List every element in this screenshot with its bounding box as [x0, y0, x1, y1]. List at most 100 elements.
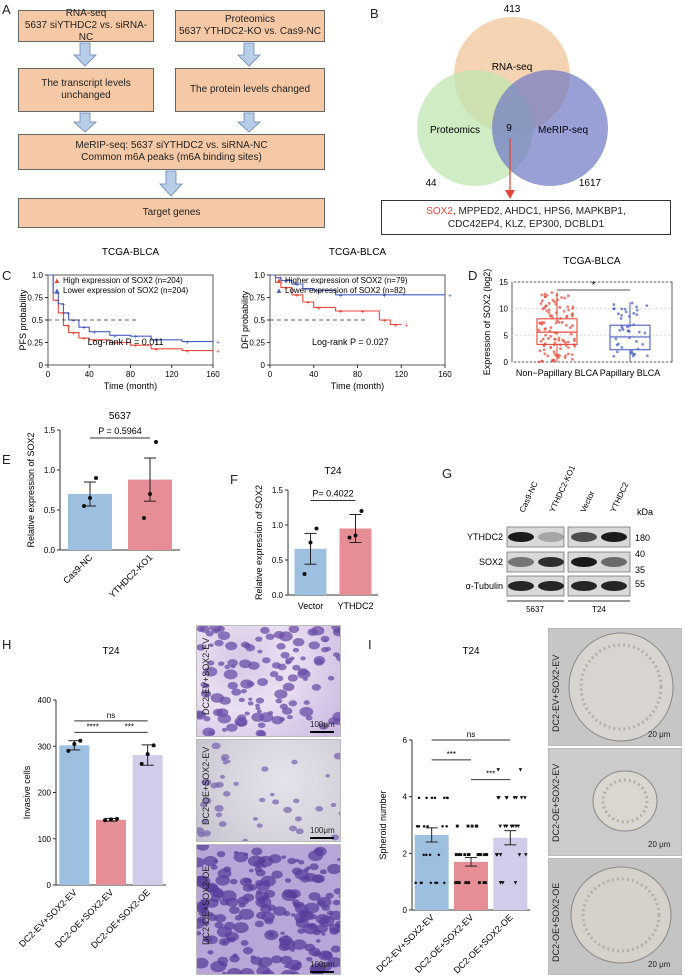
protein-band: [571, 581, 597, 591]
cell: [323, 639, 328, 643]
cell: [214, 914, 227, 923]
cell: [325, 892, 334, 899]
data-point: ■: [482, 881, 486, 887]
y-axis-label: Expression of SOX2 (log2): [482, 269, 492, 376]
y-tick-label: 1.5: [44, 426, 56, 435]
cell: [308, 850, 324, 862]
data-point: [559, 316, 562, 320]
y-tick-label: 0.5: [32, 316, 44, 325]
cell: [304, 943, 316, 952]
cell: [242, 947, 254, 955]
censor-mark: +: [278, 276, 282, 283]
x-tick-label: YTHDC2-KO1: [107, 552, 154, 599]
data-point: [555, 293, 559, 297]
scale-line: [310, 731, 334, 733]
censor-mark: +: [82, 336, 86, 343]
data-point: [559, 343, 562, 347]
data-point: ■: [467, 881, 471, 887]
cell: [287, 674, 298, 682]
cell: [292, 647, 300, 653]
data-point: [625, 325, 629, 329]
cell: [292, 637, 305, 647]
cell: [217, 713, 232, 724]
data-point: [553, 300, 556, 304]
protein-band: [538, 532, 564, 542]
cell: [260, 626, 270, 634]
cell: [219, 774, 226, 779]
data-point: ▼: [504, 796, 510, 802]
cell: [203, 781, 210, 786]
data-point: [624, 310, 628, 314]
merip-line1: MeRIP-seq: 5637 siYTHDC2 vs. siRNA-NC: [75, 140, 268, 151]
cell: [285, 657, 293, 664]
data-point: [544, 333, 548, 337]
chart-title: T24: [102, 646, 120, 657]
cell: [261, 911, 275, 922]
data-point: ●: [425, 796, 429, 802]
target-line: Target genes: [142, 207, 201, 218]
cell: [233, 922, 249, 934]
data-point: [615, 350, 619, 354]
cell: [245, 644, 256, 652]
data-point: [558, 354, 562, 358]
km-plot-dfi: TCGA-BLCA 0 0.25 0.5 0.75 1.0 0 40 80 120 160 Time …: [240, 247, 452, 391]
cell: [269, 671, 279, 678]
x-tick-label: 0: [268, 370, 273, 379]
cell: [215, 812, 223, 818]
data-point: [553, 341, 557, 345]
logrank-stat: Log-rank P = 0.011: [88, 337, 164, 347]
data-point: [540, 320, 544, 324]
y-tick-label: 2: [403, 849, 408, 858]
cell: [255, 869, 266, 877]
data-point: [620, 345, 624, 349]
p-value: P= 0.4022: [312, 489, 353, 499]
data-point: [543, 352, 547, 356]
cell: [247, 884, 257, 891]
cell: [321, 647, 329, 653]
cell: [303, 700, 310, 705]
protein-band: [508, 532, 534, 542]
cell: [273, 630, 285, 639]
x-tick-label: 40: [85, 370, 94, 379]
data-point: ■: [483, 881, 487, 887]
scale-bar-h2: 100μm: [310, 826, 335, 835]
chart-title: T24: [324, 466, 342, 477]
data-point: ■: [474, 824, 478, 830]
cell: [305, 715, 313, 721]
cell: [255, 896, 272, 908]
sig-label: ns: [107, 711, 115, 720]
cell: [200, 689, 212, 698]
y-tick-label: 400: [38, 696, 52, 705]
cell: [255, 636, 263, 642]
data-point: [554, 321, 558, 325]
cell: [259, 797, 266, 803]
cell: [321, 951, 333, 960]
legend-low: Lower expression of SOX2 (n=82): [285, 286, 406, 295]
cell: [280, 931, 285, 935]
y-tick-label: 0.25: [27, 339, 43, 348]
cell: [288, 626, 300, 633]
cell: [198, 908, 210, 917]
data-point: ■: [454, 881, 458, 887]
x-axis-label: Time (month): [331, 381, 384, 391]
y-axis-label: Invasive cells: [22, 765, 32, 819]
y-tick-label: 0: [403, 906, 408, 915]
data-point: [148, 492, 152, 496]
cell: [306, 956, 313, 962]
mw-label: 55: [635, 579, 645, 589]
data-point: [562, 309, 566, 313]
cell: [251, 712, 265, 722]
y-tick-label: 0.0: [44, 546, 56, 555]
data-point: [540, 299, 544, 303]
y-tick-label: 100: [38, 835, 52, 844]
x-tick-label: Vector: [298, 601, 324, 611]
cell: [319, 869, 327, 875]
spheroid: [570, 866, 672, 964]
y-tick-label: 1.0: [272, 521, 284, 530]
legend-marker: ▲: [53, 276, 61, 285]
cell: [240, 688, 247, 694]
data-point: ●: [416, 824, 420, 830]
data-point: [142, 516, 146, 520]
protein-band: [571, 557, 597, 567]
censor-mark: +: [306, 287, 310, 294]
